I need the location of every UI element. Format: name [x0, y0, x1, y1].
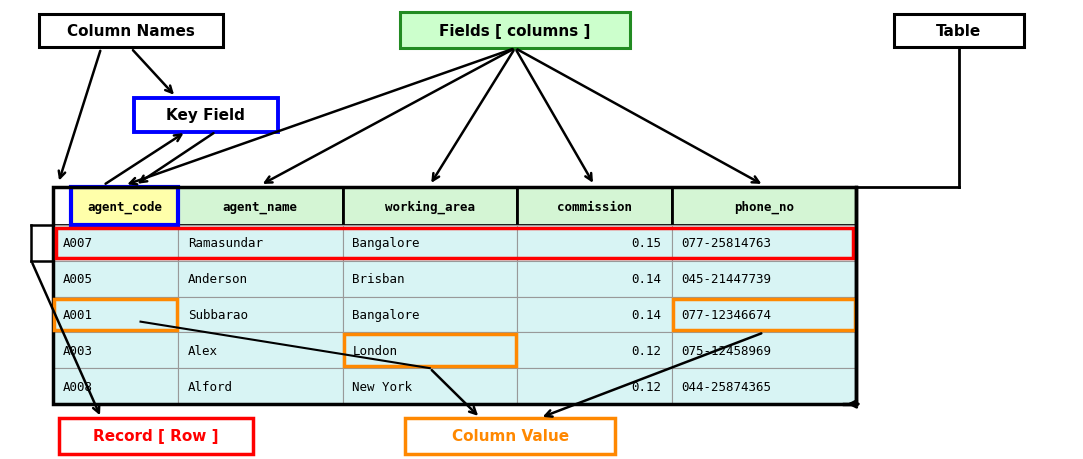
Bar [53, 261, 178, 297]
Text: working_area: working_area [384, 200, 474, 213]
Text: 044-25874365: 044-25874365 [681, 380, 772, 393]
Text: Column Names: Column Names [67, 24, 195, 39]
Text: 0.14: 0.14 [631, 308, 662, 321]
Text: A005: A005 [63, 273, 93, 285]
Text: Fields [ columns ]: Fields [ columns ] [440, 24, 590, 39]
Text: A003: A003 [63, 344, 93, 357]
Bar [178, 188, 342, 225]
Text: New York: New York [352, 380, 413, 393]
Bar [71, 188, 178, 225]
Text: Alford: Alford [188, 380, 233, 393]
Bar [342, 225, 517, 261]
Bar [178, 333, 342, 369]
Text: Key Field: Key Field [167, 108, 246, 123]
Text: Bangalore: Bangalore [352, 237, 420, 250]
Bar [517, 297, 671, 333]
Text: 0.12: 0.12 [631, 344, 662, 357]
Bar [178, 369, 342, 404]
Text: A008: A008 [63, 380, 93, 393]
Bar [517, 369, 671, 404]
Text: Bangalore: Bangalore [352, 308, 420, 321]
Text: Anderson: Anderson [188, 273, 248, 285]
Bar [401, 13, 630, 49]
Bar [58, 418, 253, 453]
Bar [342, 297, 517, 333]
Bar [53, 333, 178, 369]
Bar [53, 188, 71, 225]
Text: phone_no: phone_no [734, 200, 794, 213]
Bar [517, 261, 671, 297]
Text: London: London [352, 344, 397, 357]
Text: 045-21447739: 045-21447739 [681, 273, 772, 285]
Bar [54, 299, 177, 330]
Bar [517, 188, 671, 225]
Bar [53, 369, 178, 404]
Text: 0.15: 0.15 [631, 237, 662, 250]
Bar [53, 225, 178, 261]
Bar [53, 297, 178, 333]
Text: Table: Table [937, 24, 981, 39]
Bar [342, 261, 517, 297]
Bar [671, 188, 857, 225]
Bar [53, 188, 857, 404]
Bar [517, 225, 671, 261]
Text: 075-12458969: 075-12458969 [681, 344, 772, 357]
Text: agent_name: agent_name [223, 200, 298, 213]
Bar [405, 418, 615, 453]
Bar [671, 333, 857, 369]
Text: 077-12346674: 077-12346674 [681, 308, 772, 321]
Bar [39, 15, 223, 47]
Text: Brisban: Brisban [352, 273, 405, 285]
Text: commission: commission [557, 200, 631, 213]
Bar [71, 188, 178, 225]
Bar [178, 225, 342, 261]
Text: Subbarao: Subbarao [188, 308, 248, 321]
Text: Record [ Row ]: Record [ Row ] [93, 428, 219, 443]
Bar [671, 225, 857, 261]
Bar [178, 297, 342, 333]
Text: 077-25814763: 077-25814763 [681, 237, 772, 250]
Bar [517, 333, 671, 369]
Text: agent_code: agent_code [87, 200, 162, 213]
Bar [671, 297, 857, 333]
Bar [343, 335, 517, 366]
Bar [178, 261, 342, 297]
Bar [671, 261, 857, 297]
Text: A001: A001 [63, 308, 93, 321]
Text: Column Value: Column Value [452, 428, 569, 443]
Bar [133, 99, 278, 132]
Bar [673, 299, 856, 330]
Text: Alex: Alex [188, 344, 218, 357]
Text: A007: A007 [63, 237, 93, 250]
Text: 0.14: 0.14 [631, 273, 662, 285]
Text: 0.12: 0.12 [631, 380, 662, 393]
Bar [342, 333, 517, 369]
Bar [895, 15, 1023, 47]
Text: Ramasundar: Ramasundar [188, 237, 263, 250]
Bar [56, 228, 853, 259]
Bar [342, 188, 517, 225]
Bar [342, 369, 517, 404]
Bar [671, 369, 857, 404]
